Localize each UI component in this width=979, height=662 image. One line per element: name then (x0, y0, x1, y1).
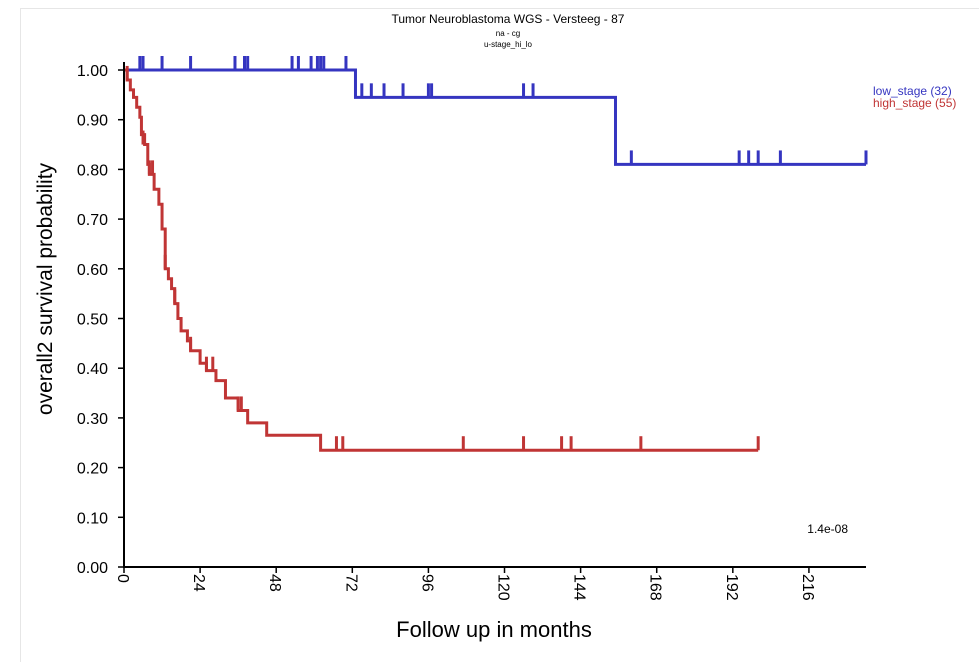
x-tick-label-1: 24 (190, 574, 207, 592)
x-tick-label-6: 144 (571, 574, 588, 601)
y-tick-label-4: 0.40 (77, 361, 108, 378)
chart-title: Tumor Neuroblastoma WGS - Versteeg - 87 (392, 12, 625, 26)
x-tick-label-9: 216 (799, 574, 816, 601)
y-tick-label-1: 0.10 (77, 510, 108, 527)
x-tick-label-7: 168 (647, 574, 664, 601)
x-tick-label-3: 72 (342, 574, 359, 592)
y-tick-label-10: 1.00 (77, 63, 108, 80)
series-line-1 (124, 68, 759, 452)
y-tick-label-7: 0.70 (77, 212, 108, 229)
y-tick-label-2: 0.20 (77, 461, 108, 478)
legend-entry-0: low_stage (32) (873, 84, 952, 98)
y-tick-label-0: 0.00 (77, 560, 108, 577)
chart-subtitle-2: u-stage_hi_lo (484, 40, 533, 49)
x-tick-label-0: 0 (114, 574, 131, 583)
x-axis-label: Follow up in months (396, 617, 592, 642)
y-tick-label-6: 0.60 (77, 262, 108, 279)
p-value: 1.4e-08 (807, 522, 848, 536)
chart-subtitle-1: na - cg (496, 29, 520, 38)
series-line-0 (124, 68, 866, 166)
x-tick-label-4: 96 (418, 574, 435, 592)
x-tick-label-8: 192 (723, 574, 740, 601)
y-tick-label-3: 0.30 (77, 411, 108, 428)
legend-entry-1: high_stage (55) (873, 96, 956, 110)
y-tick-label-8: 0.80 (77, 162, 108, 179)
y-axis-label: overall2 survival probability (34, 162, 57, 415)
x-tick-label-2: 48 (266, 574, 283, 592)
y-tick-label-5: 0.50 (77, 312, 108, 329)
chart-frame (20, 8, 979, 662)
legend: low_stage (32)high_stage (55) (873, 84, 956, 110)
x-tick-label-5: 120 (495, 574, 512, 601)
y-tick-label-9: 0.90 (77, 113, 108, 130)
